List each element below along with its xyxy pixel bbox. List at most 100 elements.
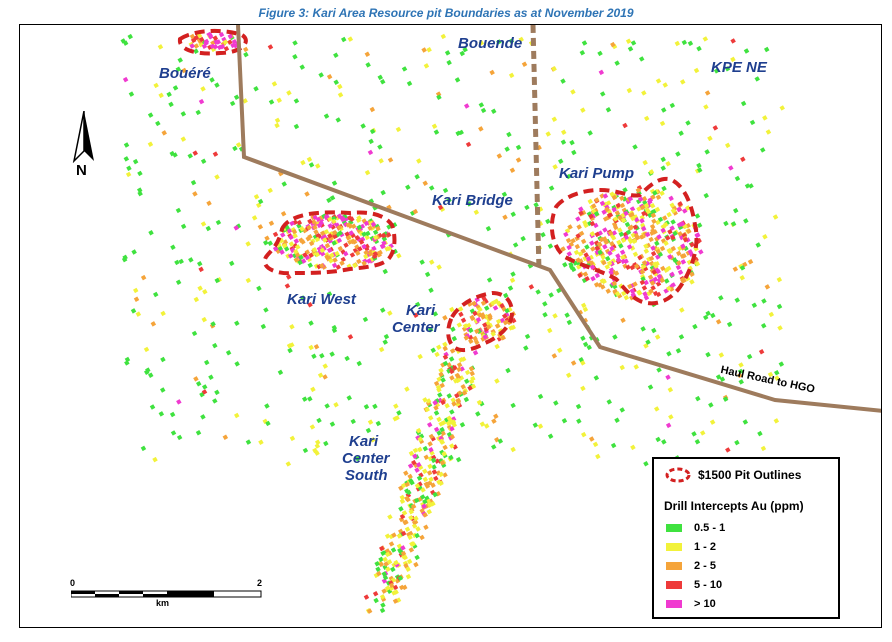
drill-intercept [144,369,150,375]
drill-intercept [432,311,439,317]
drill-intercept [448,419,455,425]
drill-intercept [419,534,425,541]
drill-intercept [372,591,379,597]
label-kari-center-south-line2: Center [342,450,390,467]
drill-intercept [654,334,661,340]
drill-intercept [620,237,627,243]
drill-intercept [299,226,305,232]
drill-intercept [477,306,483,313]
drill-intercept [422,468,428,474]
drill-intercept [379,307,386,313]
drill-intercept [377,144,383,150]
drill-intercept [484,423,490,429]
drill-intercept [425,398,432,404]
drill-intercept [157,44,164,50]
drill-intercept [597,50,603,57]
drill-intercept [665,235,671,241]
drill-intercept [428,185,435,191]
drill-intercept [599,193,605,199]
drill-intercept [311,353,317,359]
drill-intercept [484,305,490,311]
drill-intercept [318,72,324,78]
pit-outline-kari-west [262,210,397,276]
drill-intercept [363,250,369,256]
drill-intercept [680,79,686,85]
drill-intercept [669,271,675,278]
legend-item: 2 - 5 [666,559,716,573]
drill-intercept [400,550,407,557]
drill-intercept [308,320,314,326]
drill-intercept [668,195,674,202]
drill-intercept [532,422,539,428]
drill-intercept [629,288,636,294]
drill-intercept [578,210,584,216]
drill-intercept [509,167,516,173]
drill-intercept [279,249,285,255]
drill-intercept [209,43,216,50]
drill-intercept [372,234,379,241]
drill-intercept [412,208,419,215]
drill-intercept [496,39,502,45]
drill-intercept [363,594,370,600]
drill-intercept [281,243,288,249]
drill-intercept [644,207,651,213]
drill-intercept [566,251,573,257]
drill-intercept [153,82,159,89]
drill-intercept [380,232,387,239]
drill-intercept [427,415,434,421]
drill-intercept [581,40,588,46]
drill-intercept [175,66,182,72]
drill-intercept [414,554,420,561]
drill-intercept [648,236,654,243]
drill-intercept [659,120,666,127]
drill-intercept [774,375,780,381]
drill-intercept [337,245,344,252]
drill-intercept [648,169,655,175]
drill-intercept [680,259,687,265]
drill-intercept [401,66,408,72]
drill-intercept [610,442,617,449]
drill-intercept [672,257,678,263]
drill-intercept [638,196,644,202]
drill-intercept [611,206,617,213]
drill-intercept [308,162,315,168]
drill-intercept [633,232,640,239]
drill-intercept [625,229,632,235]
drill-intercept [208,33,214,40]
drill-intercept [589,264,596,270]
drill-intercept [363,404,370,410]
drill-intercept [582,306,589,313]
drill-intercept [264,235,270,241]
drill-intercept [478,126,484,132]
drill-intercept [616,239,622,246]
drill-intercept [442,354,449,360]
drill-intercept [456,362,463,368]
drill-intercept [442,444,448,451]
drill-intercept [123,156,130,162]
drill-intercept [442,187,449,194]
drill-intercept [308,252,314,258]
drill-intercept [738,362,744,368]
legend-item-label: 0.5 - 1 [694,522,726,534]
drill-intercept [423,454,430,460]
drill-intercept [512,242,519,248]
drill-intercept [725,142,731,149]
drill-intercept [368,138,374,145]
drill-intercept [200,158,207,164]
drill-intercept [378,556,384,563]
drill-intercept [386,232,392,238]
drill-intercept [502,319,509,326]
drill-intercept [285,274,292,280]
drill-intercept [326,291,333,297]
drill-intercept [398,485,404,491]
drill-intercept [427,463,433,470]
drill-intercept [751,302,758,308]
drill-intercept [430,482,436,488]
drill-intercept [388,582,395,589]
drill-intercept [212,151,219,157]
drill-intercept [590,275,596,282]
drill-intercept [243,51,249,58]
drill-intercept [744,183,751,189]
drill-intercept [674,40,681,47]
drill-intercept [433,410,440,416]
